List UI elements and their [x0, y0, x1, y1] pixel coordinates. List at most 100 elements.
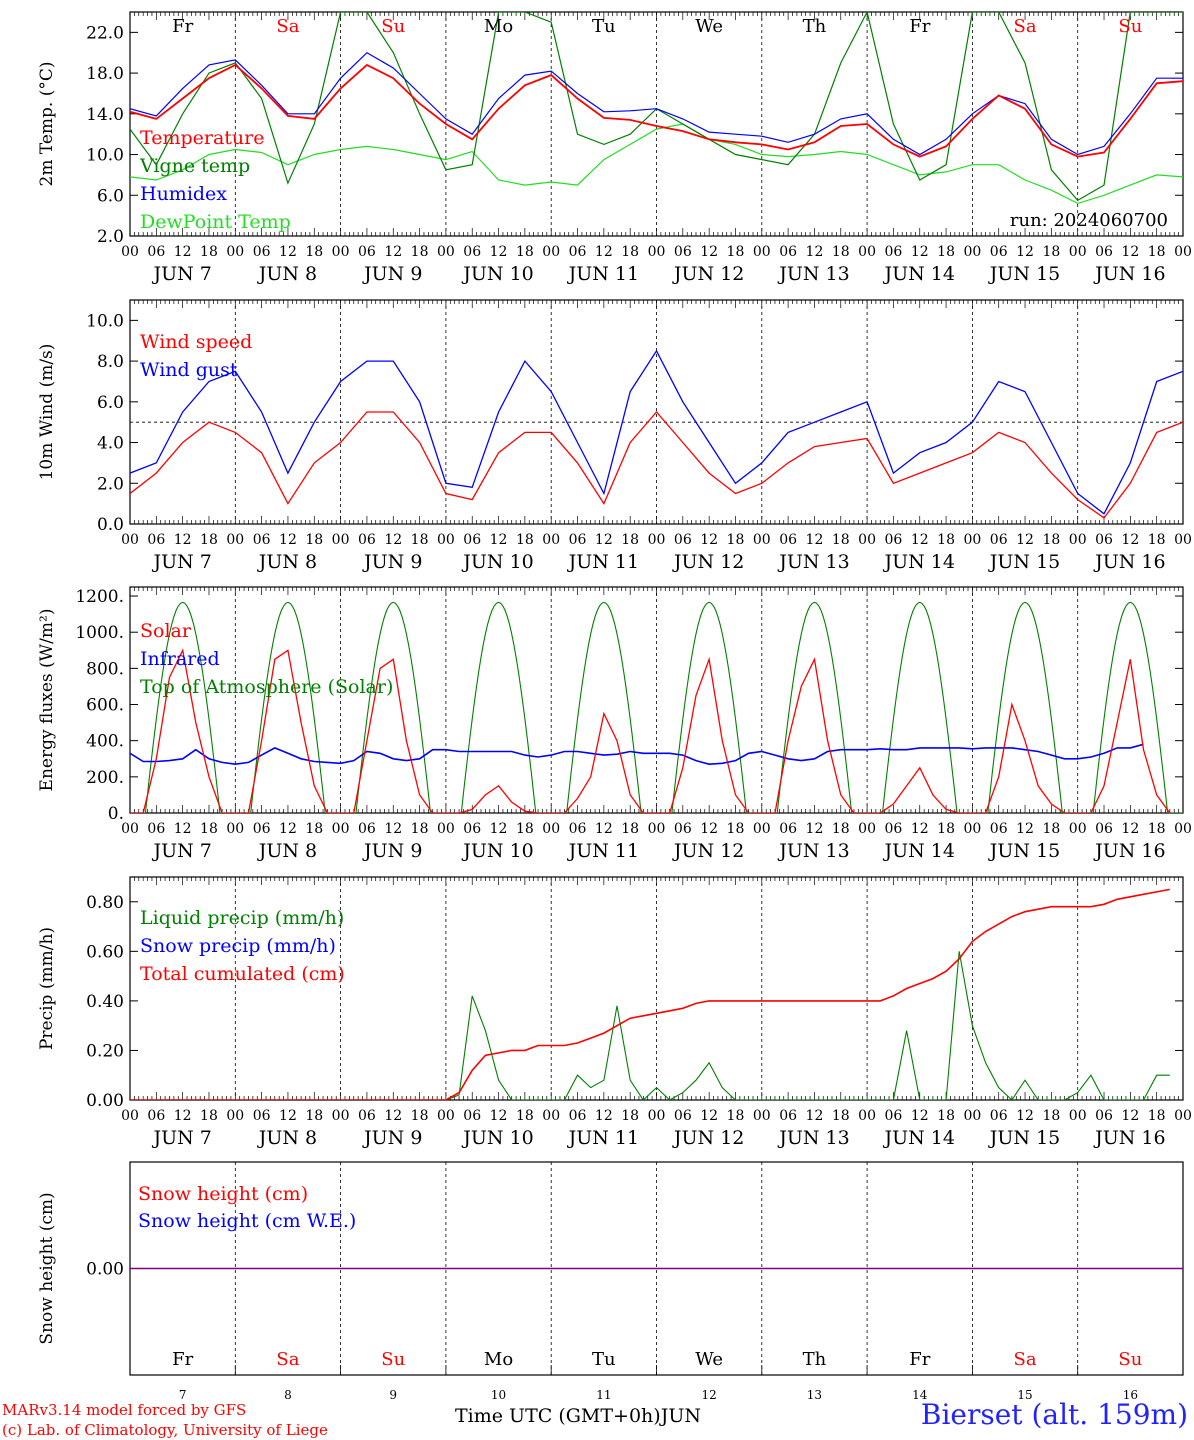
weekday-label: Su	[1118, 1349, 1142, 1370]
hour-tick-label: 00	[226, 821, 244, 837]
date-label: JUN 9	[362, 263, 422, 285]
weekday-label: Fr	[909, 16, 930, 37]
y-tick-label: 800.	[86, 659, 124, 679]
copyright-line: (c) Lab. of Climatology, University of L…	[2, 1421, 328, 1439]
date-label: JUN 16	[1093, 1127, 1165, 1149]
hour-tick-label: 18	[1042, 821, 1060, 837]
hour-tick-label: 12	[1016, 244, 1034, 260]
hour-tick-label: 12	[700, 1108, 718, 1124]
hour-tick-label: 12	[174, 1108, 192, 1124]
hour-tick-label: 06	[674, 532, 692, 548]
date-label: JUN 14	[883, 551, 955, 573]
weekday-label: Su	[1118, 16, 1142, 37]
legend-entry: Solar	[140, 620, 192, 642]
hour-tick-label: 06	[569, 532, 587, 548]
panel-1: 2.0 6.0 10.0 14.0 18.0 22.0 2m Temp. (°C) 00 06 1…	[37, 11, 1192, 285]
hour-tick-label: 12	[595, 1108, 613, 1124]
legend-entry: DewPoint Temp	[140, 211, 291, 233]
y-tick-label: 8.0	[97, 352, 124, 372]
hour-tick-label: 00	[226, 244, 244, 260]
hour-tick-label: 00	[1174, 821, 1192, 837]
date-label: JUN 9	[362, 840, 422, 862]
hour-tick-label: 00	[121, 532, 139, 548]
hour-tick-label: 12	[911, 532, 929, 548]
hour-tick-label: 18	[727, 532, 745, 548]
y-tick-label: 10.0	[86, 311, 124, 331]
date-label: JUN 16	[1093, 551, 1165, 573]
hour-tick-label: 18	[937, 821, 955, 837]
hour-tick-label: 00	[648, 821, 666, 837]
hour-tick-label: 12	[490, 244, 508, 260]
hour-tick-label: 12	[384, 821, 402, 837]
hour-tick-label: 06	[1095, 532, 1113, 548]
hour-tick-label: 06	[253, 244, 271, 260]
legend-entry: Top of Atmosphere (Solar)	[140, 676, 393, 698]
hour-tick-label: 00	[226, 532, 244, 548]
day-number-label: 13	[807, 1388, 822, 1402]
day-number-label: 8	[284, 1388, 292, 1402]
hour-tick-label: 00	[753, 821, 771, 837]
hour-tick-label: 06	[990, 244, 1008, 260]
date-label: JUN 14	[883, 263, 955, 285]
hour-tick-label: 18	[305, 244, 323, 260]
legend-entry: Temperature	[140, 127, 264, 149]
hour-tick-label: 06	[147, 532, 165, 548]
weekday-label: Mo	[484, 1349, 513, 1370]
date-label: JUN 9	[362, 551, 422, 573]
hour-tick-label: 12	[1121, 821, 1139, 837]
date-label: JUN 13	[777, 551, 849, 573]
toa-solar-line	[130, 601, 1183, 813]
date-label: JUN 7	[151, 1127, 211, 1149]
legend-entry: Humidex	[140, 183, 227, 205]
hour-tick-label: 12	[806, 821, 824, 837]
day-number-label: 7	[179, 1388, 187, 1402]
hour-tick-label: 06	[569, 821, 587, 837]
hour-tick-label: 06	[569, 1108, 587, 1124]
hour-tick-label: 00	[1069, 244, 1087, 260]
weekday-label: Tu	[592, 16, 616, 37]
weekday-label: Tu	[592, 1349, 616, 1370]
hour-tick-label: 00	[542, 1108, 560, 1124]
hour-tick-label: 00	[1174, 1108, 1192, 1124]
y-tick-label: 2.0	[97, 474, 124, 494]
hour-tick-label: 00	[542, 821, 560, 837]
weekday-label: Sa	[1014, 16, 1037, 37]
date-label: JUN 11	[567, 1127, 639, 1149]
run-label: run: 2024060700	[1010, 210, 1168, 231]
y-axis-label: 10m Wind (m/s)	[37, 344, 57, 481]
panel-5: 0.00 Snow height (cm) Snow height (cm) Snow…	[37, 1161, 1184, 1402]
hour-tick-label: 18	[411, 821, 429, 837]
date-label: JUN 7	[151, 263, 211, 285]
hour-tick-label: 06	[674, 821, 692, 837]
hour-tick-label: 06	[253, 532, 271, 548]
cumulated-precip-line	[130, 888, 1170, 1100]
hour-tick-label: 12	[806, 532, 824, 548]
date-label: JUN 13	[777, 1127, 849, 1149]
date-label: JUN 8	[257, 551, 317, 573]
y-tick-label: 0.0	[97, 515, 124, 535]
hour-tick-label: 00	[963, 1108, 981, 1124]
weekday-label: Sa	[276, 1349, 299, 1370]
hour-tick-label: 18	[1148, 821, 1166, 837]
plot-area	[130, 888, 1170, 1100]
hour-tick-label: 18	[937, 532, 955, 548]
hour-tick-label: 18	[832, 821, 850, 837]
month-label: JUN	[660, 1405, 701, 1427]
weekday-label: Th	[803, 16, 827, 37]
hour-tick-label: 18	[200, 532, 218, 548]
hour-tick-label: 18	[200, 821, 218, 837]
y-tick-label: 0.00	[86, 1260, 124, 1280]
y-tick-label: 14.0	[86, 105, 124, 125]
hour-tick-label: 06	[253, 1108, 271, 1124]
hour-tick-label: 12	[1016, 1108, 1034, 1124]
legend-entry: Snow precip (mm/h)	[140, 935, 336, 957]
hour-tick-label: 12	[595, 532, 613, 548]
hour-tick-label: 00	[437, 244, 455, 260]
hour-tick-label: 18	[1042, 532, 1060, 548]
hour-tick-label: 12	[490, 532, 508, 548]
hour-tick-label: 12	[279, 1108, 297, 1124]
hour-tick-label: 00	[963, 532, 981, 548]
hour-tick-label: 18	[200, 1108, 218, 1124]
station-name: Bierset (alt. 159m)	[920, 1398, 1188, 1431]
